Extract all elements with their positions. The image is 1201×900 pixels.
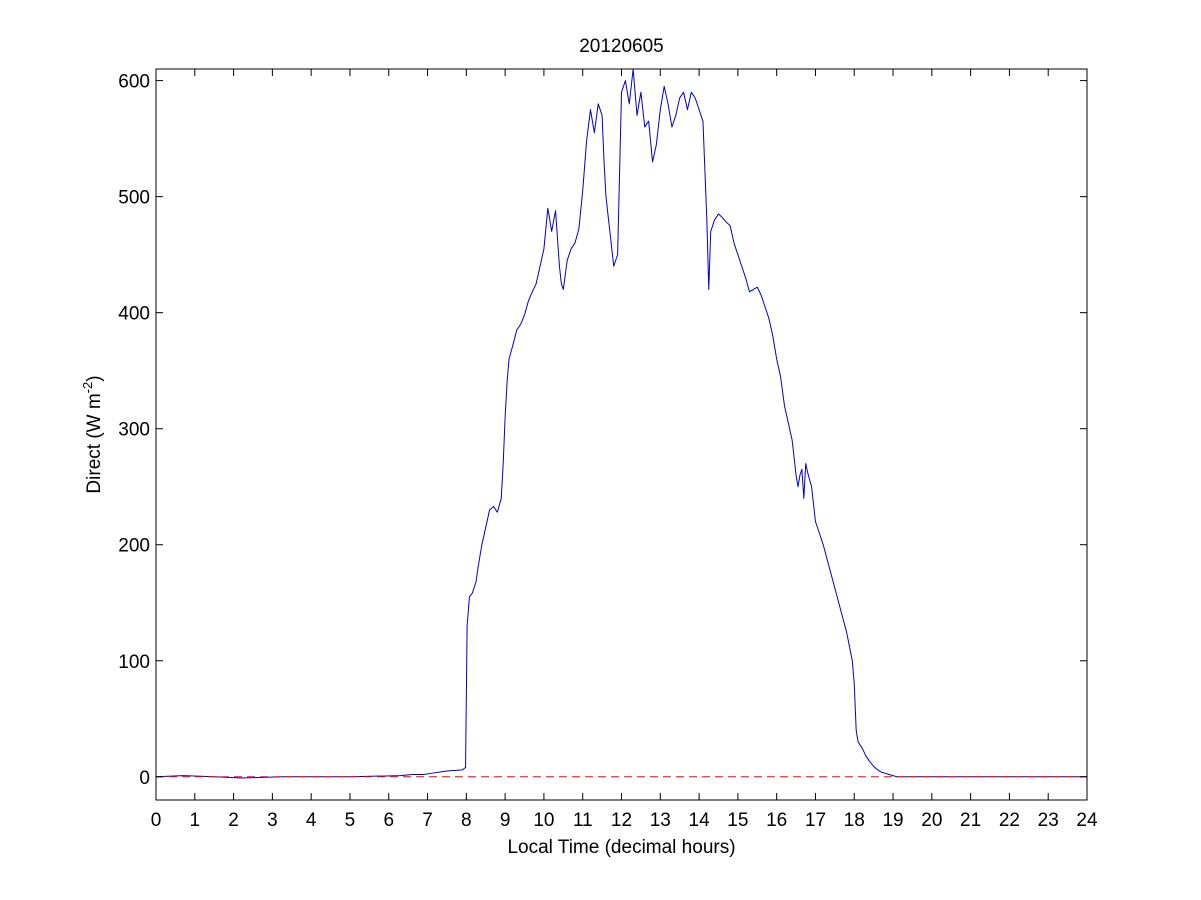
x-tick-label: 17 [805, 810, 826, 831]
y-tick-label: 100 [118, 652, 150, 673]
x-tick-label: 1 [190, 810, 201, 831]
x-tick-label: 8 [461, 810, 472, 831]
x-tick-label: 23 [1038, 810, 1059, 831]
x-tick-label: 20 [921, 810, 942, 831]
series-line-0 [155, 68, 1087, 779]
y-tick-label: 0 [139, 768, 150, 789]
y-axis-label-main: Direct (W m [84, 393, 105, 493]
x-tick-label: 10 [533, 810, 554, 831]
x-tick-label: 7 [422, 810, 433, 831]
x-tick-label: 24 [1076, 810, 1098, 831]
plot-area [156, 69, 1087, 800]
x-tick-label: 19 [882, 810, 903, 831]
y-tick-label: 200 [118, 536, 150, 557]
x-tick-label: 14 [689, 810, 711, 831]
y-axis-label-superscript: -2 [80, 382, 95, 394]
x-tick-label: 9 [500, 810, 511, 831]
y-axis-label-close: ) [84, 375, 105, 381]
y-tick-label: 600 [118, 72, 150, 93]
x-tick-label: 3 [267, 810, 278, 831]
x-axis-label: Local Time (decimal hours) [507, 837, 735, 858]
data-layer [155, 68, 1087, 779]
y-tick-label: 300 [118, 420, 150, 441]
x-tick-label: 5 [345, 810, 356, 831]
x-tick-label: 18 [844, 810, 865, 831]
x-tick-label: 12 [611, 810, 632, 831]
chart-title: 20120605 [579, 36, 664, 57]
axes-layer: 0 1 2 3 4 5 6 7 8 9 10 11 12 13 14 15 16 17 18 19 20 21 22 23 24… [118, 69, 1098, 831]
x-tick-label: 11 [573, 810, 593, 831]
x-tick-label: 0 [151, 810, 162, 831]
y-tick-label: 500 [118, 188, 150, 209]
x-tick-label: 21 [960, 810, 981, 831]
x-tick-label: 22 [999, 810, 1020, 831]
x-tick-label: 2 [228, 810, 239, 831]
x-tick-label: 6 [383, 810, 394, 831]
y-tick-label: 400 [118, 304, 150, 325]
y-axis-label: Direct (W m-2) [80, 375, 105, 493]
x-tick-label: 16 [766, 810, 787, 831]
x-tick-label: 13 [650, 810, 671, 831]
x-tick-label: 15 [727, 810, 748, 831]
x-tick-label: 4 [306, 810, 317, 831]
plot-frame [155, 68, 1088, 801]
